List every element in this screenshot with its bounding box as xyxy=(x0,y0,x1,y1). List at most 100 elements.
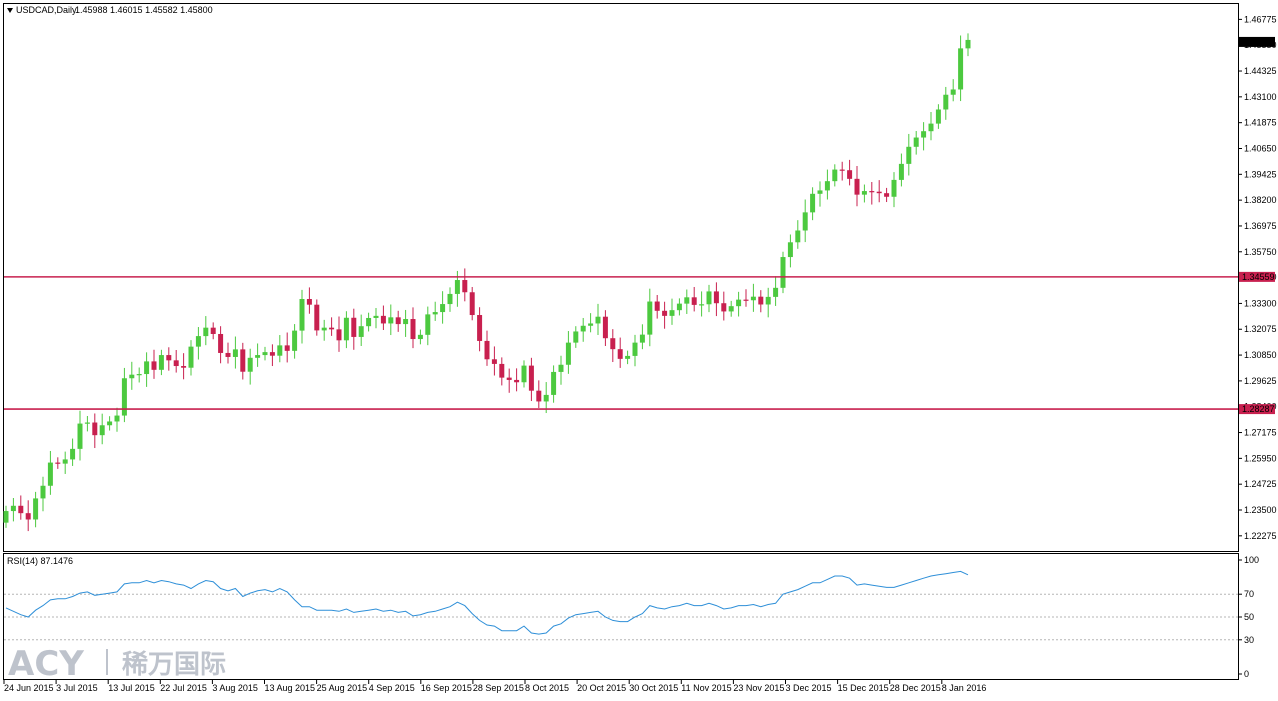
candle-body-bear xyxy=(269,352,275,356)
rsi-tick-label: 30 xyxy=(1244,635,1254,645)
candle-body-bull xyxy=(203,327,209,337)
candle xyxy=(181,353,187,380)
candle xyxy=(144,352,150,387)
candle-body-bull xyxy=(403,319,409,325)
candle-body-bear xyxy=(218,333,224,353)
date-tick-label: 3 Jul 2015 xyxy=(56,683,98,693)
candle-body-bull xyxy=(277,345,283,356)
candle xyxy=(18,495,24,520)
watermark-brand: ACY xyxy=(8,644,84,684)
candle-body-bull xyxy=(580,325,586,332)
candle-body-bull xyxy=(447,293,453,305)
candle xyxy=(958,35,964,102)
candle xyxy=(632,334,638,367)
candle-body-bull xyxy=(773,287,779,297)
candle-body-bull xyxy=(943,94,949,110)
candle xyxy=(506,368,512,393)
symbol-menu-triangle-icon[interactable] xyxy=(7,8,13,13)
candle xyxy=(232,336,238,369)
candle xyxy=(639,324,645,350)
candle-body-bull xyxy=(965,39,971,49)
candle xyxy=(854,165,860,207)
candle xyxy=(84,415,90,432)
candle xyxy=(425,306,431,346)
candle xyxy=(195,327,201,360)
candle xyxy=(25,500,31,532)
candle-body-bull xyxy=(543,394,549,402)
candle-body-bear xyxy=(240,349,246,372)
candle xyxy=(107,416,113,431)
ohlc-label: 1.45988 1.46015 1.45582 1.45800 xyxy=(75,5,213,15)
candle-body-bull xyxy=(10,505,16,512)
candle-body-bull xyxy=(632,342,638,356)
candle-body-bear xyxy=(847,170,853,179)
horizontal-lines: 1.34559 1.28287 1.45800 xyxy=(4,36,1275,415)
candle xyxy=(787,234,793,268)
candle-body-bull xyxy=(425,314,431,335)
candle-body-bear xyxy=(484,340,490,360)
candle xyxy=(588,313,594,333)
candle xyxy=(121,367,127,423)
candle-body-bull xyxy=(928,123,934,132)
candle-body-bull xyxy=(802,212,808,231)
rsi-tick-label: 100 xyxy=(1244,555,1259,565)
candle-body-bear xyxy=(662,310,668,316)
candle xyxy=(173,350,179,373)
candle xyxy=(551,365,557,403)
candle xyxy=(262,346,268,361)
candle xyxy=(669,298,675,325)
candle xyxy=(491,346,497,376)
candle-body-bull xyxy=(736,299,742,307)
candle xyxy=(151,349,157,379)
candle-body-bull xyxy=(358,326,364,337)
candle-body-bull xyxy=(195,336,201,347)
candle-body-bull xyxy=(33,498,39,520)
candle-body-bull xyxy=(129,374,135,379)
candle-body-bull xyxy=(121,378,127,416)
price-tick-label: 1.40650 xyxy=(1244,143,1277,153)
candle-body-bear xyxy=(884,193,890,197)
candle xyxy=(573,326,579,348)
candle xyxy=(773,276,779,306)
level-price-tag xyxy=(1239,271,1275,282)
candle xyxy=(358,314,364,347)
candle xyxy=(728,300,734,317)
candle xyxy=(965,33,971,57)
candle xyxy=(869,182,875,205)
candle xyxy=(906,133,912,176)
candle-body-bear xyxy=(25,513,31,520)
candle xyxy=(750,283,756,312)
date-tick-label: 8 Oct 2015 xyxy=(525,683,569,693)
candle-body-bull xyxy=(521,365,527,383)
rsi-tick-label: 50 xyxy=(1244,612,1254,622)
candle xyxy=(40,476,46,512)
price-tick-label: 1.39425 xyxy=(1244,169,1277,179)
candle-body-bull xyxy=(913,137,919,147)
date-tick-label: 20 Oct 2015 xyxy=(577,683,626,693)
candle-body-bear xyxy=(173,360,179,367)
candle-body-bull xyxy=(588,323,594,326)
candle-body-bull xyxy=(699,304,705,306)
candle-body-bull xyxy=(565,342,571,365)
candle xyxy=(99,413,105,445)
candle xyxy=(736,291,742,317)
candle-body-bull xyxy=(262,352,268,356)
candle-body-bear xyxy=(514,379,520,383)
candle-body-bull xyxy=(750,296,756,301)
candle xyxy=(810,187,816,221)
candle xyxy=(558,355,564,385)
candle xyxy=(832,164,838,187)
candle xyxy=(55,457,61,469)
candle-body-bear xyxy=(181,366,187,368)
candle-body-bear xyxy=(876,191,882,194)
candles xyxy=(3,33,971,532)
candle-body-bear xyxy=(410,319,416,340)
candle-body-bull xyxy=(958,48,964,90)
candle xyxy=(336,316,342,352)
level-price-label: 1.34559 xyxy=(1242,272,1275,282)
candle xyxy=(765,287,771,318)
date-tick-label: 13 Jul 2015 xyxy=(108,683,155,693)
candle xyxy=(114,407,120,432)
candle-body-bear xyxy=(92,422,98,436)
candle-body-bull xyxy=(684,297,690,304)
